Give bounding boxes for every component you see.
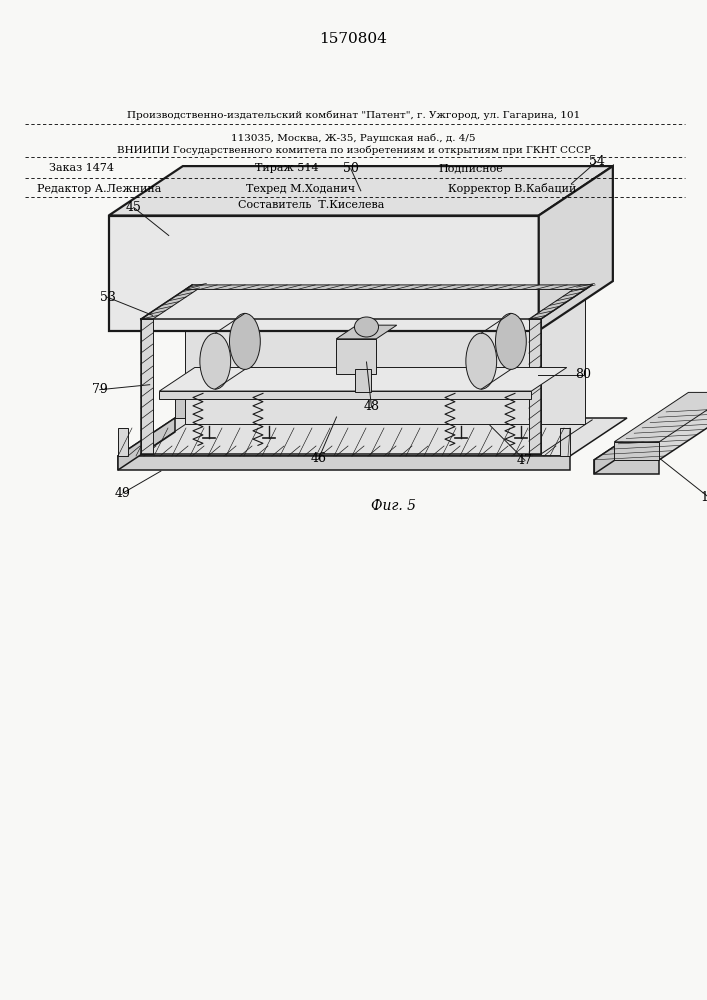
Polygon shape <box>355 369 371 392</box>
Text: Корректор В.Кабаций: Корректор В.Кабаций <box>448 184 577 194</box>
Text: 79: 79 <box>92 383 107 396</box>
Polygon shape <box>595 410 707 460</box>
Polygon shape <box>185 285 592 289</box>
Text: 50: 50 <box>343 162 358 175</box>
Ellipse shape <box>496 313 526 369</box>
Polygon shape <box>159 391 532 399</box>
Polygon shape <box>529 319 541 454</box>
Text: 53: 53 <box>100 291 115 304</box>
Text: 45: 45 <box>126 201 141 214</box>
Polygon shape <box>560 428 570 456</box>
Text: Техред М.Ходанич: Техред М.Ходанич <box>246 184 355 194</box>
Polygon shape <box>141 285 204 319</box>
Polygon shape <box>118 418 627 456</box>
Text: 113035, Москва, Ж-35, Раушская наб., д. 4/5: 113035, Москва, Ж-35, Раушская наб., д. … <box>231 133 476 143</box>
Text: 1570804: 1570804 <box>319 32 387 46</box>
Text: 46: 46 <box>310 452 327 466</box>
Polygon shape <box>141 319 153 454</box>
Polygon shape <box>118 418 175 470</box>
Text: Составитель  Т.Киселева: Составитель Т.Киселева <box>238 200 385 210</box>
Polygon shape <box>109 166 613 216</box>
Ellipse shape <box>230 313 260 369</box>
Text: ВНИИПИ Государственного комитета по изобретениям и открытиям при ГКНТ СССР: ВНИИПИ Государственного комитета по изоб… <box>117 145 590 155</box>
Text: 49: 49 <box>115 487 131 500</box>
Polygon shape <box>175 390 185 418</box>
Polygon shape <box>539 166 613 330</box>
Text: Редактор А.Лежнина: Редактор А.Лежнина <box>37 184 161 194</box>
Text: 80: 80 <box>575 368 591 381</box>
Text: 48: 48 <box>363 400 380 414</box>
Text: Фиг. 5: Фиг. 5 <box>371 499 416 513</box>
Polygon shape <box>109 216 539 330</box>
Ellipse shape <box>200 333 230 389</box>
Polygon shape <box>118 456 570 470</box>
Text: Заказ 1474: Заказ 1474 <box>49 163 115 173</box>
Text: Производственно-издательский комбинат "Патент", г. Ужгород, ул. Гагарина, 101: Производственно-издательский комбинат "П… <box>127 110 580 120</box>
Polygon shape <box>118 428 128 456</box>
Polygon shape <box>595 460 660 474</box>
Polygon shape <box>159 367 567 391</box>
Text: 54: 54 <box>588 155 604 168</box>
Text: 47: 47 <box>517 454 533 467</box>
Text: Тираж 514: Тираж 514 <box>255 163 318 173</box>
Ellipse shape <box>466 333 496 389</box>
Polygon shape <box>595 410 668 474</box>
Polygon shape <box>185 289 585 424</box>
Text: 19: 19 <box>701 491 707 504</box>
Ellipse shape <box>354 317 378 337</box>
Text: Подписное: Подписное <box>438 163 503 173</box>
Polygon shape <box>529 285 592 319</box>
Polygon shape <box>614 392 707 442</box>
Polygon shape <box>337 325 397 339</box>
Polygon shape <box>337 339 376 374</box>
Polygon shape <box>614 442 660 460</box>
